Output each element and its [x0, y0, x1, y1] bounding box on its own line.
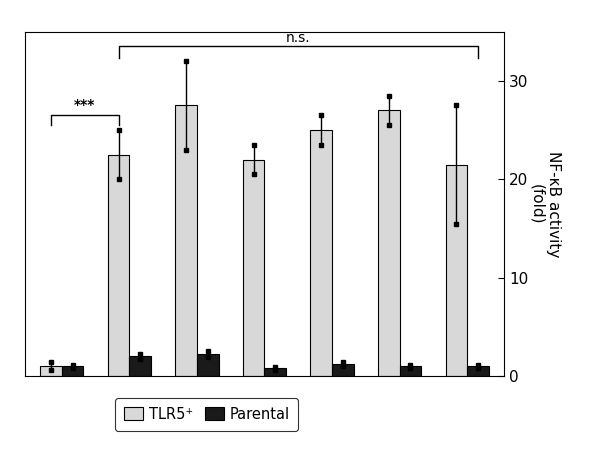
Bar — [400, 366, 421, 376]
Bar — [197, 354, 218, 376]
Bar — [243, 159, 264, 376]
Bar — [129, 357, 151, 376]
Bar — [332, 364, 354, 376]
Bar — [264, 368, 286, 376]
Legend: TLR5⁺, Parental: TLR5⁺, Parental — [116, 398, 298, 431]
Bar — [445, 164, 467, 376]
Bar — [108, 154, 129, 376]
Text: ***: *** — [74, 98, 95, 112]
Text: n.s.: n.s. — [286, 31, 311, 45]
Bar — [175, 106, 197, 376]
Bar — [467, 366, 489, 376]
Bar — [40, 366, 62, 376]
Bar — [378, 111, 400, 376]
Bar — [62, 366, 84, 376]
Y-axis label: NF-κB activity
(fold): NF-κB activity (fold) — [529, 151, 561, 257]
Bar — [311, 130, 332, 376]
